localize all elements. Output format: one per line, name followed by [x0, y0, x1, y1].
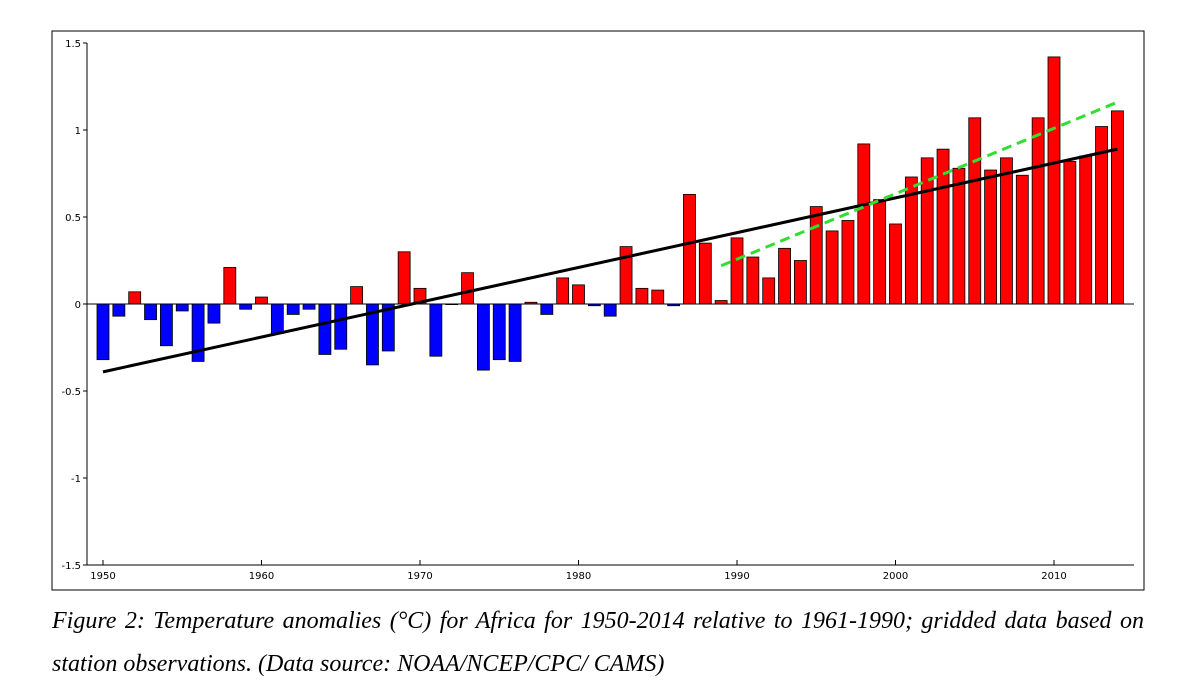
bar-2007: [1000, 157, 1013, 305]
bar-1951: [112, 303, 126, 317]
y-tick-label: 0: [75, 300, 81, 311]
bar-1992: [762, 277, 776, 305]
y-tick-label: 1: [75, 126, 81, 137]
bar-1993: [778, 247, 791, 305]
x-tick-label: 1960: [249, 571, 274, 582]
bar-1969: [397, 251, 411, 305]
x-tick-label: 1950: [90, 571, 115, 582]
bar-1957: [207, 303, 221, 324]
x-tick-label: 1980: [566, 571, 591, 582]
bar-1961: [270, 303, 284, 334]
bar-1996: [825, 230, 839, 305]
temperature-anomaly-chart: 1.5 1 0.5 0 -0.5 -1 -1.5 1950 1960 1970 1980 1990 20…: [51, 30, 1145, 591]
y-tick-label: 0.5: [65, 213, 81, 224]
bar-2010: [1047, 56, 1061, 305]
bar-1963: [302, 303, 316, 310]
bar-2006: [984, 169, 997, 305]
bar-1960: [255, 296, 268, 305]
bar-2005: [968, 117, 982, 305]
bar-1958: [223, 267, 237, 305]
bar-2009: [1031, 117, 1045, 305]
figure-caption: Figure 2: Temperature anomalies (°C) for…: [52, 608, 1144, 677]
trend-line-1950-2014: [102, 147, 1118, 374]
x-tick-label: 1990: [724, 571, 749, 582]
x-tick-label: 2000: [883, 571, 908, 582]
bar-1950: [96, 303, 110, 361]
figure: 1.5 1 0.5 0 -0.5 -1 -1.5 1950 1960 1970 1980 1990 20…: [51, 30, 1145, 591]
bar-1955: [175, 303, 189, 312]
bar-1979: [556, 277, 570, 305]
y-tick-label: -1: [71, 474, 81, 485]
bar-1990: [730, 237, 744, 305]
bar-series: [96, 56, 1124, 371]
bar-1954: [159, 303, 173, 347]
axes: 1.5 1 0.5 0 -0.5 -1 -1.5 1950 1960 1970 1980 1990 20…: [61, 39, 1134, 582]
bar-1987: [683, 193, 696, 305]
bar-1985: [651, 289, 665, 305]
bar-2004: [952, 167, 966, 305]
bar-1999: [873, 199, 887, 305]
bar-1998: [857, 143, 871, 305]
bar-2000: [889, 223, 902, 305]
bar-1989: [714, 300, 728, 305]
bar-1952: [128, 291, 142, 305]
bar-2011: [1063, 160, 1077, 305]
bar-1959: [239, 303, 253, 310]
x-tick-label: 1970: [407, 571, 432, 582]
bar-2012: [1079, 155, 1093, 305]
bar-1997: [841, 220, 855, 305]
y-tick-label: -0.5: [61, 387, 81, 398]
bar-1962: [286, 303, 300, 315]
bar-1973: [461, 272, 474, 305]
bar-1978: [540, 303, 554, 315]
bar-1991: [746, 256, 760, 305]
bar-1995: [809, 206, 823, 305]
bar-1994: [794, 260, 807, 305]
bar-1966: [350, 286, 364, 305]
bar-1974: [476, 303, 490, 371]
bar-1975: [492, 303, 506, 361]
x-tick-label: 2010: [1041, 571, 1066, 582]
bar-2008: [1015, 174, 1029, 305]
y-tick-label: -1.5: [61, 561, 81, 572]
bar-1988: [698, 242, 712, 305]
bar-2014: [1111, 110, 1124, 305]
bar-1980: [572, 284, 585, 305]
chart-frame: [51, 30, 1145, 591]
bar-1984: [635, 287, 649, 305]
trend-lines: [102, 100, 1118, 374]
bar-1982: [603, 303, 617, 317]
bar-1953: [144, 303, 157, 321]
bar-1976: [508, 303, 522, 362]
y-tick-label: 1.5: [65, 39, 81, 50]
bar-1964: [318, 303, 332, 355]
bar-1971: [429, 303, 443, 357]
trend-line-1989-2014: [720, 100, 1118, 268]
bar-1965: [334, 303, 348, 350]
